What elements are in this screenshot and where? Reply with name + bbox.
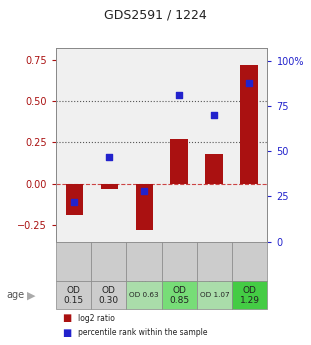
- Bar: [240, 65, 258, 184]
- Text: age: age: [6, 290, 24, 300]
- Text: ■: ■: [62, 328, 72, 337]
- Point: [142, 188, 147, 194]
- Bar: [205, 154, 223, 184]
- Text: OD
0.15: OD 0.15: [63, 286, 84, 305]
- Text: OD
0.30: OD 0.30: [99, 286, 119, 305]
- Text: log2 ratio: log2 ratio: [78, 314, 115, 323]
- Point: [177, 92, 182, 98]
- Point: [107, 154, 112, 159]
- Text: ■: ■: [62, 313, 72, 323]
- Point: [72, 199, 77, 205]
- Point: [212, 112, 217, 118]
- Bar: [100, 184, 118, 189]
- Text: ▶: ▶: [27, 290, 35, 300]
- Bar: [136, 184, 153, 230]
- Bar: [170, 139, 188, 184]
- Text: OD
0.85: OD 0.85: [169, 286, 189, 305]
- Point: [247, 80, 252, 85]
- Text: OD 0.63: OD 0.63: [129, 292, 159, 298]
- Text: GDS2591 / 1224: GDS2591 / 1224: [104, 9, 207, 22]
- Text: OD 1.07: OD 1.07: [200, 292, 230, 298]
- Bar: [66, 184, 83, 215]
- Text: percentile rank within the sample: percentile rank within the sample: [78, 328, 207, 337]
- Text: OD
1.29: OD 1.29: [240, 286, 260, 305]
